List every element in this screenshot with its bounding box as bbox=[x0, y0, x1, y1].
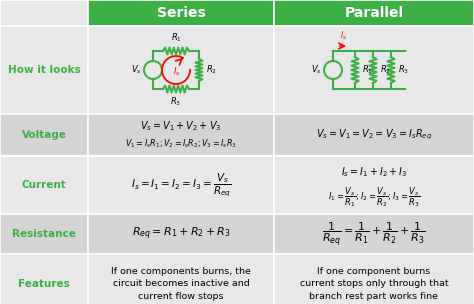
Bar bbox=[88, 156, 274, 214]
Bar bbox=[0, 156, 88, 214]
Text: $R_1$: $R_1$ bbox=[362, 64, 373, 76]
Text: If one components burns, the
circuit becomes inactive and
current flow stops: If one components burns, the circuit bec… bbox=[111, 267, 251, 301]
Text: $\dfrac{1}{R_{eq}} = \dfrac{1}{R_1} + \dfrac{1}{R_2} + \dfrac{1}{R_3}$: $\dfrac{1}{R_{eq}} = \dfrac{1}{R_1} + \d… bbox=[322, 220, 426, 248]
Text: $I_s$: $I_s$ bbox=[173, 66, 181, 78]
Text: $R_2$: $R_2$ bbox=[380, 64, 391, 76]
Text: $I_s$: $I_s$ bbox=[339, 29, 346, 42]
Bar bbox=[274, 0, 474, 26]
Bar bbox=[274, 254, 474, 304]
Text: Features: Features bbox=[18, 279, 70, 289]
Text: Resistance: Resistance bbox=[12, 229, 76, 239]
Text: $I_1 = \dfrac{V_s}{R_1}; I_2 = \dfrac{V_s}{R_2}; I_3 = \dfrac{V_s}{R_3}$: $I_1 = \dfrac{V_s}{R_1}; I_2 = \dfrac{V_… bbox=[328, 185, 420, 209]
Text: How it looks: How it looks bbox=[8, 65, 81, 75]
Bar bbox=[274, 26, 474, 114]
Bar bbox=[274, 114, 474, 156]
Text: $V_s = V_1 + V_2 + V_3$: $V_s = V_1 + V_2 + V_3$ bbox=[140, 119, 222, 133]
Bar bbox=[0, 0, 88, 26]
Text: $R_3$: $R_3$ bbox=[398, 64, 409, 76]
Text: $R_1$: $R_1$ bbox=[171, 32, 182, 44]
Text: $V_1 = I_sR_1; V_2 = I_sR_2; V_3 = I_sR_3$: $V_1 = I_sR_1; V_2 = I_sR_2; V_3 = I_sR_… bbox=[125, 138, 237, 150]
Text: $I_s = I_1 = I_2 = I_3 = \dfrac{V_s}{R_{eq}}$: $I_s = I_1 = I_2 = I_3 = \dfrac{V_s}{R_{… bbox=[131, 171, 231, 199]
Text: $R_2$: $R_2$ bbox=[206, 64, 217, 76]
Text: $V_s$: $V_s$ bbox=[131, 64, 142, 76]
Text: Parallel: Parallel bbox=[345, 6, 403, 20]
Text: $R_3$: $R_3$ bbox=[171, 96, 182, 109]
Bar bbox=[88, 0, 274, 26]
Bar bbox=[0, 254, 88, 304]
Bar bbox=[274, 156, 474, 214]
Bar bbox=[88, 26, 274, 114]
Bar bbox=[0, 114, 88, 156]
Text: $V_s = V_1 = V_2 = V_3 = I_sR_{eq}$: $V_s = V_1 = V_2 = V_3 = I_sR_{eq}$ bbox=[316, 128, 432, 142]
Bar bbox=[0, 26, 88, 114]
Bar bbox=[0, 214, 88, 254]
Text: $I_s = I_1 + I_2 + I_3$: $I_s = I_1 + I_2 + I_3$ bbox=[341, 165, 407, 179]
Bar bbox=[88, 254, 274, 304]
Bar bbox=[88, 114, 274, 156]
Text: Current: Current bbox=[22, 180, 66, 190]
Bar bbox=[274, 214, 474, 254]
Text: $V_s$: $V_s$ bbox=[311, 64, 322, 76]
Text: Voltage: Voltage bbox=[21, 130, 66, 140]
Text: If one component burns
current stops only through that
branch rest part works fi: If one component burns current stops onl… bbox=[300, 267, 448, 301]
Text: Series: Series bbox=[156, 6, 205, 20]
Text: $R_{eq} = R_1 + R_2 + R_3$: $R_{eq} = R_1 + R_2 + R_3$ bbox=[132, 226, 230, 242]
Bar bbox=[88, 214, 274, 254]
